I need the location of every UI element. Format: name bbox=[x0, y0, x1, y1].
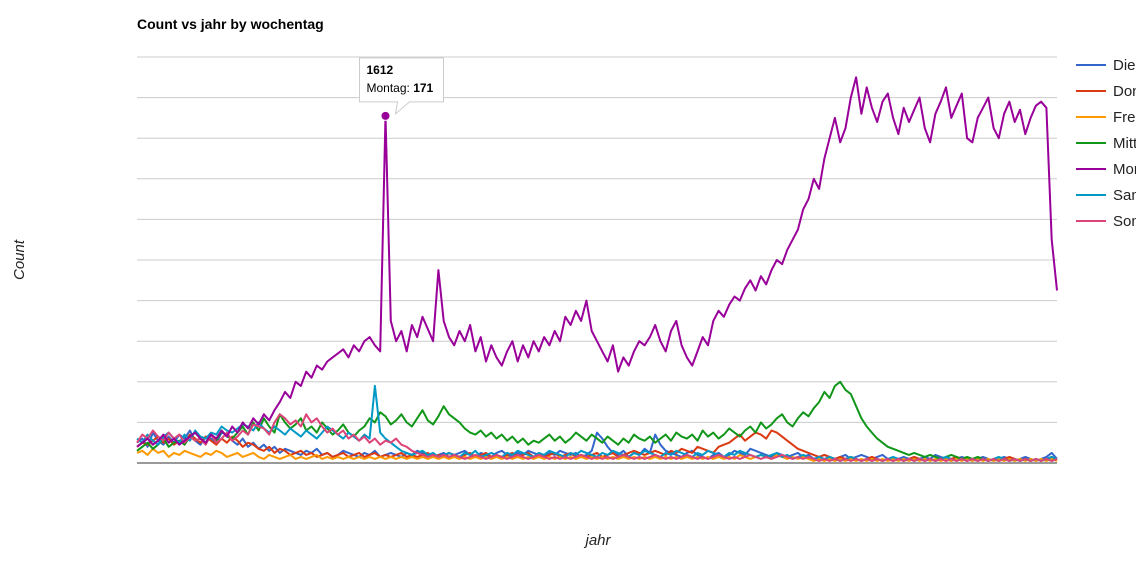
tooltip-point[interactable] bbox=[380, 110, 391, 121]
x-axis-label: jahr bbox=[583, 532, 611, 549]
tooltip-label: Montag: bbox=[367, 81, 414, 95]
legend-label: Donnerstag bbox=[1113, 83, 1136, 100]
tooltip-value: 171 bbox=[413, 81, 433, 95]
legend[interactable]: Dienstag Donnerstag Freitag Mittwoch Montag S… bbox=[1076, 57, 1136, 230]
legend-label: Freitag bbox=[1113, 109, 1136, 126]
legend-item-freitag[interactable]: Freitag bbox=[1076, 109, 1136, 126]
series-lines bbox=[136, 76, 1058, 462]
chart-title: Count vs jahr by wochentag bbox=[137, 16, 324, 32]
legend-item-sonntag[interactable]: Sonntag bbox=[1076, 213, 1136, 230]
legend-item-donnerstag[interactable]: Donnerstag bbox=[1076, 83, 1136, 100]
tooltip-box bbox=[359, 57, 445, 116]
tooltip-line: Montag: 171 bbox=[367, 81, 434, 95]
legend-label: Dienstag bbox=[1113, 57, 1136, 74]
legend-label: Samstag bbox=[1113, 187, 1136, 204]
series-line-dienstag[interactable] bbox=[136, 429, 1058, 462]
legend-label: Mittwoch bbox=[1113, 135, 1136, 152]
y-axis-label: Count bbox=[11, 239, 28, 280]
legend-item-mittwoch[interactable]: Mittwoch bbox=[1076, 135, 1136, 152]
legend-label: Sonntag bbox=[1113, 213, 1136, 230]
series-line-sonntag[interactable] bbox=[136, 413, 1058, 462]
tooltip: 1612 Montag: 171 bbox=[359, 57, 445, 121]
legend-label: Montag bbox=[1113, 161, 1136, 178]
series-line-montag[interactable] bbox=[136, 76, 1058, 448]
series-line-freitag[interactable] bbox=[136, 447, 1058, 462]
tooltip-header: 1612 bbox=[367, 63, 394, 77]
legend-item-dienstag[interactable]: Dienstag bbox=[1076, 57, 1136, 74]
legend-item-samstag[interactable]: Samstag bbox=[1076, 187, 1136, 204]
gridlines bbox=[137, 56, 1057, 423]
legend-item-montag[interactable]: Montag bbox=[1076, 161, 1136, 178]
